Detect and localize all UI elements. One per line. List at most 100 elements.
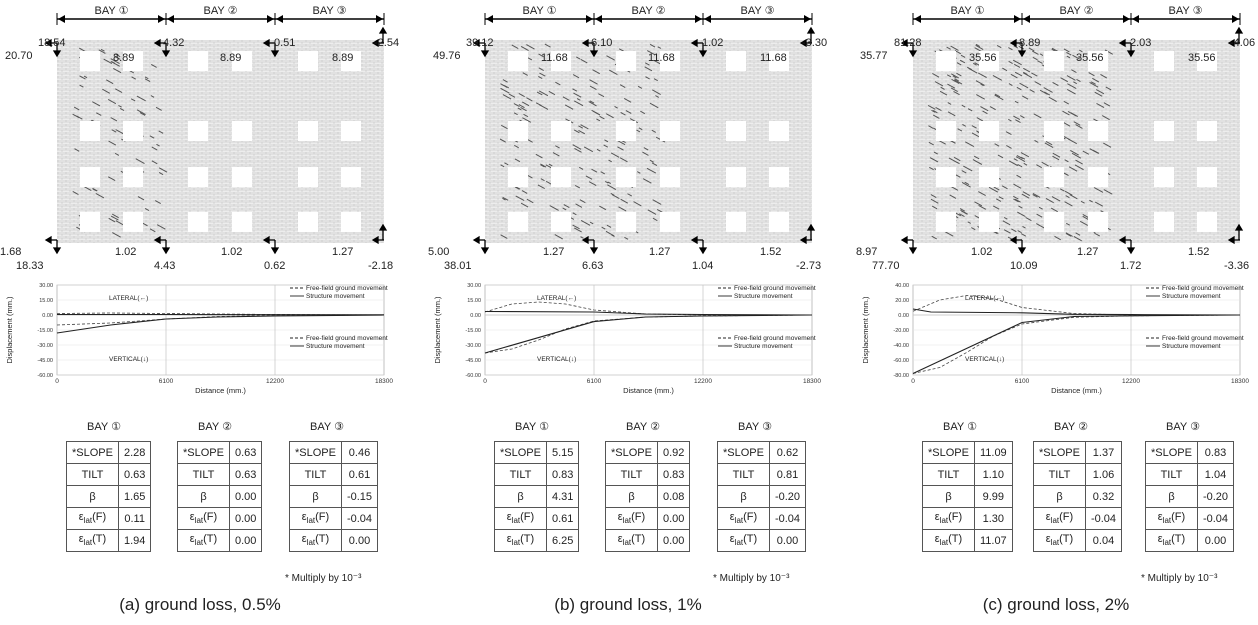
row-label: εlat(F): [1033, 507, 1086, 530]
row-label: εlat(F): [717, 507, 770, 530]
crack: [114, 152, 120, 156]
row-value: 0.61: [545, 507, 580, 530]
crack: [1037, 60, 1043, 64]
row-label: TILT: [289, 463, 342, 486]
table-title: BAY ③: [1166, 421, 1200, 433]
crack: [1034, 81, 1042, 86]
crack: [980, 83, 984, 87]
row-label: *SLOPE: [177, 441, 230, 464]
table-row: β 0.08: [605, 485, 691, 508]
row-label: εlat(F): [922, 507, 975, 530]
crack: [517, 107, 522, 111]
window-opening: [726, 212, 746, 232]
crack: [108, 140, 117, 146]
arrow-head-down: [270, 247, 280, 255]
displacement-arrows: [900, 26, 1244, 255]
arrow-head-left: [581, 38, 589, 48]
window-opening: [508, 121, 528, 141]
bay-metrics-table: *SLOPE 0.46 TILT 0.61 β -0.15 εlat(F) -0.04 εlat…: [289, 441, 379, 552]
crack: [1073, 236, 1082, 242]
crack: [574, 100, 584, 107]
crack: [930, 194, 937, 199]
crack: [643, 147, 649, 151]
y-tick-label: 15.00: [39, 298, 53, 304]
crack: [136, 109, 146, 116]
crack: [947, 111, 956, 117]
crack: [591, 168, 598, 173]
row-value: 0.63: [117, 463, 152, 486]
crack: [107, 99, 117, 105]
arrow-head-left: [167, 15, 174, 23]
window-opening: [80, 51, 100, 71]
row-value: 0.63: [228, 441, 263, 464]
crack: [956, 62, 962, 66]
crack: [538, 67, 544, 71]
arrow-head-right: [267, 15, 274, 23]
top-displacement-label: 35.56: [1188, 52, 1216, 64]
window-opening: [232, 167, 252, 187]
crack: [111, 213, 119, 219]
crack: [535, 153, 543, 159]
table-row: εlat(F) -0.04: [717, 507, 807, 530]
row-value: 6.25: [545, 529, 580, 552]
x-tick-label: 12200: [266, 378, 284, 385]
table-row: β 0.00: [177, 485, 263, 508]
y-tick-label: -45.00: [465, 358, 481, 364]
row-value: 0.00: [1196, 529, 1235, 552]
bottom-displacement-label: 1.27: [649, 246, 671, 258]
crack: [135, 158, 145, 164]
window-opening: [551, 167, 571, 187]
row-label: TILT: [66, 463, 119, 486]
bay-label: BAY ①: [94, 5, 129, 17]
crack: [1039, 89, 1048, 95]
crack: [623, 97, 632, 103]
y-tick-label: 0.00: [898, 313, 909, 319]
x-axis-title: Distance (mm.): [195, 386, 246, 395]
row-label: *SLOPE: [494, 441, 547, 464]
crack: [521, 190, 528, 194]
arrow-head-left: [1227, 235, 1235, 245]
legend-label: Structure movement: [1162, 343, 1221, 350]
y-axis-title: Displacement (mm.): [861, 296, 870, 364]
crack: [502, 196, 509, 201]
crack: [520, 202, 529, 208]
crack: [513, 112, 518, 116]
crack: [1075, 124, 1083, 129]
row-label: *SLOPE: [289, 441, 342, 464]
crack: [959, 59, 966, 64]
y-tick-label: -60.00: [893, 358, 909, 364]
row-value: 0.81: [768, 463, 807, 486]
y-tick-label: 30.00: [467, 283, 481, 289]
crack: [115, 129, 124, 135]
crack: [1017, 230, 1022, 234]
y-tick-label: 40.00: [895, 283, 909, 289]
row-value: 0.00: [340, 529, 379, 552]
crack: [625, 110, 632, 114]
crack: [1014, 71, 1023, 77]
crack: [508, 93, 516, 98]
arrow-head-down: [589, 247, 599, 255]
row-value: 0.08: [656, 485, 691, 508]
row-label: β: [494, 485, 547, 508]
row-value: 1.65: [117, 485, 152, 508]
table-row: TILT 1.06: [1033, 463, 1123, 486]
crack: [961, 182, 971, 188]
crack: [526, 198, 534, 204]
crack: [956, 72, 962, 77]
table-row: *SLOPE 0.62: [717, 441, 807, 464]
crack: [1032, 56, 1038, 61]
arrow-head-left: [581, 235, 589, 245]
crack: [1033, 113, 1042, 119]
bay-metrics-table: *SLOPE 5.15 TILT 0.83 β 4.31 εlat(F) 0.61 εlat(T…: [494, 441, 580, 552]
window-opening: [616, 121, 636, 141]
crack: [967, 221, 971, 224]
crack: [139, 112, 146, 116]
crack: [1068, 138, 1078, 145]
crack: [119, 107, 125, 112]
crack: [1063, 122, 1071, 127]
table-row: β 1.65: [66, 485, 152, 508]
crack: [100, 48, 105, 52]
crack: [1025, 217, 1032, 222]
crack: [1013, 158, 1018, 162]
crack: [549, 205, 559, 211]
